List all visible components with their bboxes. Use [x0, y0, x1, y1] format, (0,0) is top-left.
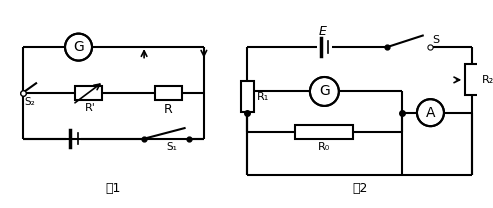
FancyBboxPatch shape	[465, 64, 479, 95]
Text: E: E	[318, 25, 326, 38]
Text: 图2: 图2	[352, 182, 367, 195]
Text: R₂: R₂	[482, 75, 493, 85]
Text: S₁: S₁	[166, 142, 177, 152]
Circle shape	[310, 77, 339, 106]
Circle shape	[417, 99, 444, 126]
FancyBboxPatch shape	[74, 86, 102, 100]
FancyBboxPatch shape	[241, 81, 254, 112]
Text: G: G	[319, 84, 330, 98]
FancyBboxPatch shape	[155, 86, 182, 100]
Text: S₂: S₂	[25, 97, 35, 107]
Text: R₁: R₁	[257, 92, 269, 102]
Text: 图1: 图1	[106, 182, 121, 195]
Text: A: A	[426, 106, 435, 120]
FancyBboxPatch shape	[295, 125, 353, 139]
Circle shape	[65, 34, 92, 61]
Text: S: S	[432, 35, 440, 45]
Text: G: G	[73, 40, 84, 54]
Text: R': R'	[85, 103, 96, 113]
Text: R: R	[164, 103, 173, 116]
Text: R₀: R₀	[318, 142, 330, 152]
